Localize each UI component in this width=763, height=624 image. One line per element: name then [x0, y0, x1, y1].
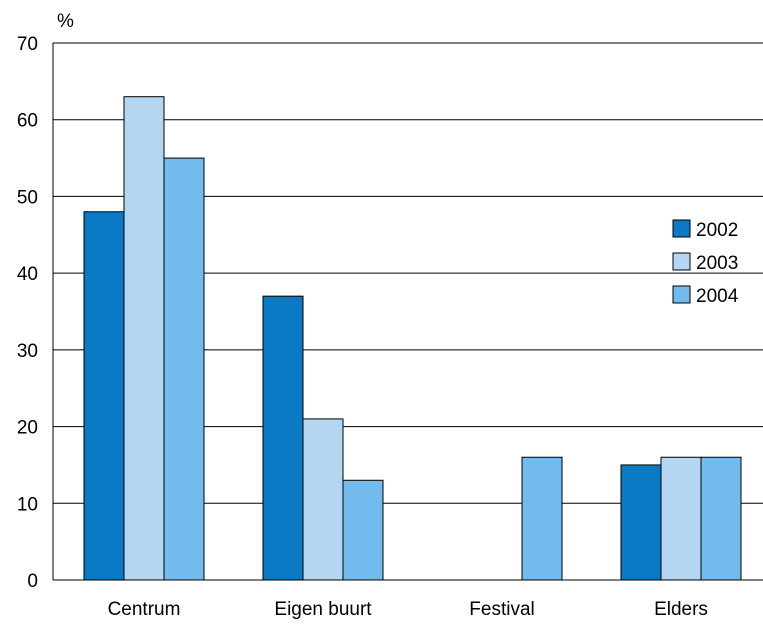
y-tick-label: 0 [27, 571, 38, 592]
legend-label-2003: 2003 [696, 253, 738, 274]
bar-eigen-buurt-2002 [262, 295, 304, 581]
y-tick-label: 50 [17, 187, 38, 208]
legend-label-2004: 2004 [696, 286, 739, 307]
category-label: Elders [654, 599, 708, 620]
bar-eigen-buurt-2003 [302, 418, 344, 581]
y-tick-label: 10 [17, 494, 38, 515]
legend: 2002 2003 2004 [672, 219, 739, 307]
y-axis-unit-label: % [57, 11, 74, 32]
category-label: Centrum [108, 599, 181, 620]
category-label: Festival [469, 599, 534, 620]
bar-elders-2003 [660, 456, 702, 581]
y-tick-label: 20 [17, 418, 38, 439]
bar-festival-2004 [521, 456, 563, 581]
bar-centrum-2002 [83, 211, 125, 581]
y-tick-label: 30 [17, 341, 38, 362]
bar-centrum-2004 [163, 157, 205, 581]
legend-swatch-2004 [672, 285, 691, 304]
category-labels: Centrum Eigen buurt Festival Elders [108, 599, 708, 620]
y-tick-label: 60 [17, 111, 38, 132]
legend-label-2002: 2002 [696, 220, 738, 241]
x-axis [52, 43, 763, 581]
y-tick-label: 70 [17, 34, 38, 55]
bar-centrum-2003 [123, 96, 165, 581]
y-tick-label: 40 [17, 264, 38, 285]
legend-swatch-2002 [672, 219, 691, 238]
bar-elders-2004 [700, 456, 742, 581]
legend-swatch-2003 [672, 252, 691, 271]
bar-elders-2002 [620, 464, 662, 581]
bars [83, 96, 742, 581]
bar-eigen-buurt-2004 [342, 479, 384, 581]
y-axis-tick-labels: 0 10 20 30 40 50 60 70 [17, 34, 38, 592]
category-label: Eigen buurt [274, 599, 372, 620]
